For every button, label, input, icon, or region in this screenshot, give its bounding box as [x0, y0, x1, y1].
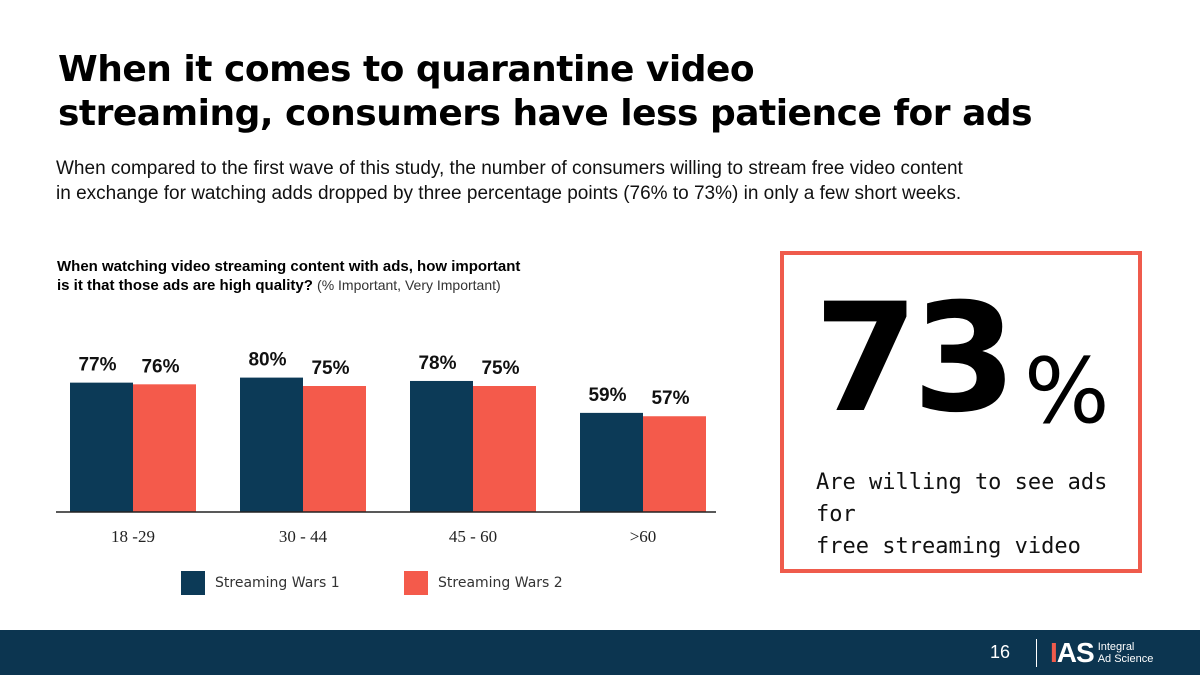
key-stat-number: 73 [814, 272, 1017, 446]
legend-label-series-2: Streaming Wars 2 [438, 575, 563, 591]
logo-text-line-2: Ad Science [1097, 653, 1154, 665]
category-label-2: 45 - 60 [449, 527, 497, 546]
bar-2-1 [303, 386, 366, 512]
subtitle-line-2: in exchange for watching adds dropped by… [56, 183, 962, 204]
bar-2-2 [473, 386, 536, 512]
legend-item-series-2: Streaming Wars 2 [404, 571, 563, 595]
footer-bar: 16 IAS Integral Ad Science [0, 630, 1200, 675]
key-stat-caption-line-2: free streaming video [816, 534, 1081, 559]
legend-item-series-1: Streaming Wars 1 [181, 571, 340, 595]
category-label-3: >60 [630, 527, 657, 546]
data-label-1-0: 77% [78, 355, 116, 376]
footer-divider [1036, 639, 1037, 667]
data-label-1-2: 78% [418, 353, 456, 374]
slide-title-line-2: streaming, consumers have less patience … [58, 93, 1033, 134]
legend-label-series-1: Streaming Wars 1 [215, 575, 340, 591]
bar-1-0 [70, 382, 133, 512]
logo-mark: IAS [1050, 637, 1095, 668]
bar-chart: 77% 76% 18 -29 80% 75% 30 - 44 78% 75% 45 - 60 59… [56, 350, 716, 546]
data-label-1-3: 59% [588, 385, 626, 406]
subtitle-line-1: When compared to the first wave of this … [56, 158, 963, 179]
bar-2-3 [643, 416, 706, 512]
question-line-2: is it that those ads are high quality? (… [57, 276, 707, 295]
question-line-2-bold: is it that those ads are high quality? [57, 277, 313, 294]
question-line-1: When watching video streaming content wi… [57, 258, 521, 275]
key-stat-box: 73 % Are willing to see ads for free str… [780, 251, 1142, 573]
key-stat-unit: % [1024, 339, 1110, 444]
slide-subtitle: When compared to the first wave of this … [56, 156, 1146, 206]
legend-swatch-series-2 [404, 571, 428, 595]
logo-wordmark: Integral Ad Science [1098, 641, 1154, 665]
category-label-0: 18 -29 [111, 527, 155, 546]
legend-swatch-series-1 [181, 571, 205, 595]
chart-question: When watching video streaming content wi… [57, 257, 707, 295]
logo-text-line-1: Integral [1097, 641, 1135, 653]
bar-1-1 [240, 377, 303, 512]
bar-2-0 [133, 384, 196, 512]
bar-1-2 [410, 380, 473, 512]
data-label-2-3: 57% [651, 388, 689, 409]
data-label-2-1: 75% [311, 358, 349, 379]
ias-logo: IAS Integral Ad Science [1050, 636, 1153, 670]
bar-1-3 [580, 412, 643, 512]
key-stat-caption: Are willing to see ads for free streamin… [816, 467, 1116, 563]
key-stat-caption-line-1: Are willing to see ads for [816, 470, 1108, 527]
data-label-1-1: 80% [248, 350, 286, 371]
slide-title: When it comes to quarantine video stream… [58, 48, 1058, 136]
category-label-1: 30 - 44 [279, 527, 328, 546]
page-number: 16 [990, 642, 1011, 662]
slide-title-line-1: When it comes to quarantine video [58, 49, 755, 90]
question-note: (% Important, Very Important) [317, 277, 501, 293]
data-label-2-0: 76% [141, 356, 179, 377]
data-label-2-2: 75% [481, 358, 519, 379]
